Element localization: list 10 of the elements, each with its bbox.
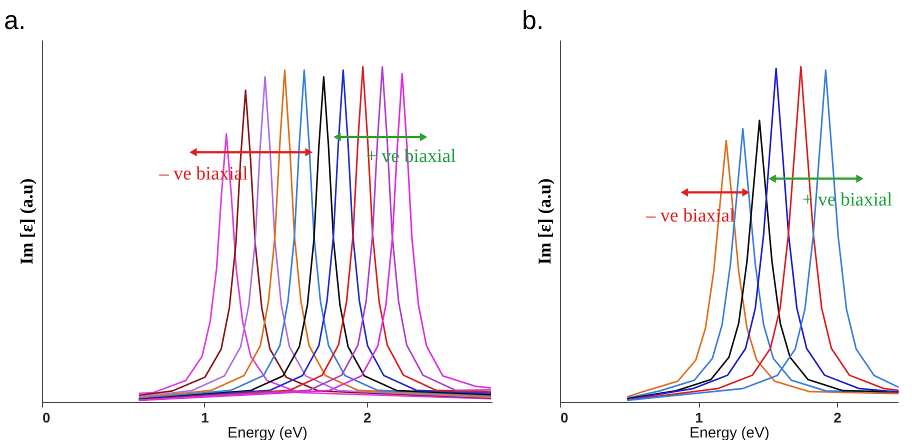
chart-title: a. bbox=[4, 5, 26, 35]
y-axis-title: Im [ε] (a.u) bbox=[16, 178, 36, 265]
x-tick-label: 0 bbox=[42, 410, 50, 426]
y-axis-title: Im [ε] (a.u) bbox=[534, 178, 554, 265]
x-tick-label: 0 bbox=[560, 410, 568, 426]
chart-title: b. bbox=[522, 5, 544, 35]
x-tick-label: 1 bbox=[201, 410, 210, 426]
x-tick-label: 2 bbox=[364, 410, 372, 426]
x-tick-label: 1 bbox=[695, 410, 704, 426]
x-tick-label: 2 bbox=[834, 410, 842, 426]
